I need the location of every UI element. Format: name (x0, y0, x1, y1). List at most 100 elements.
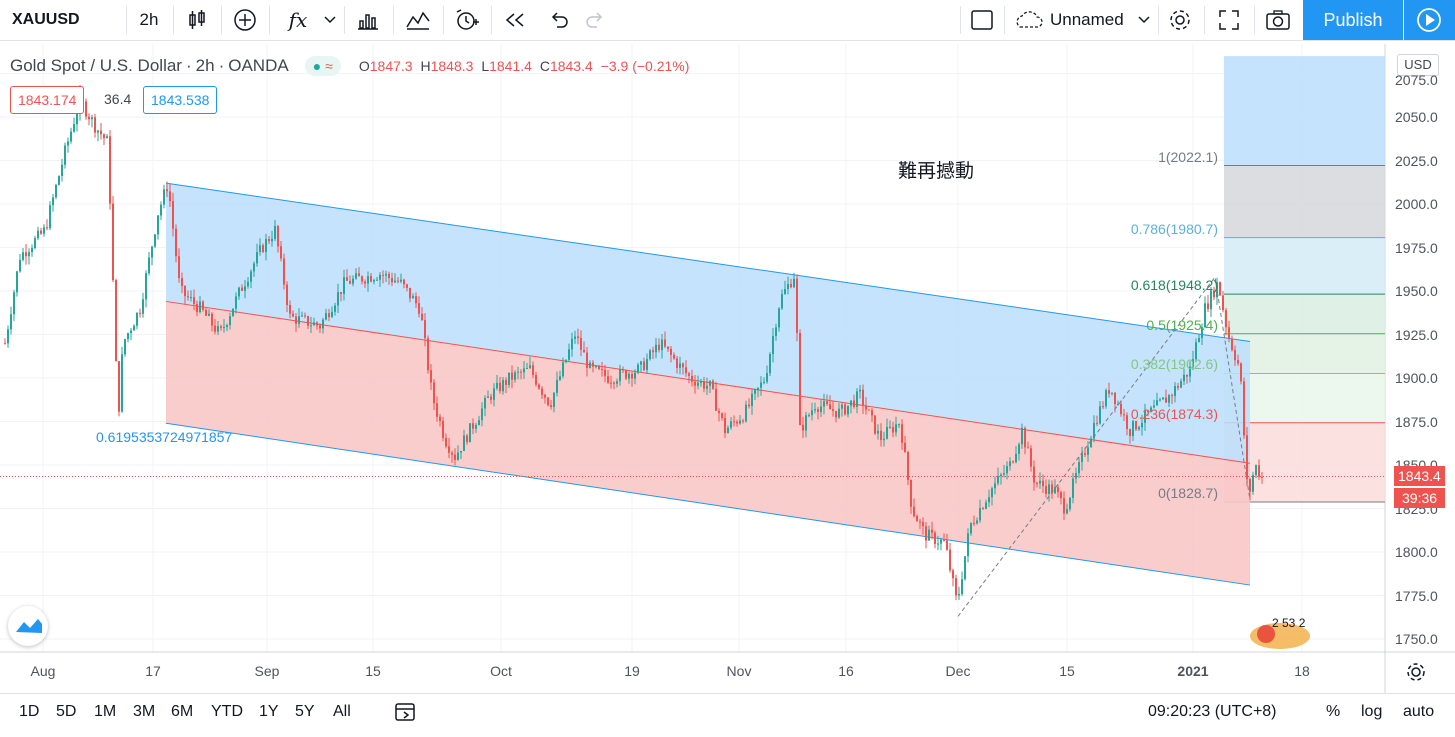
candle-body (358, 273, 360, 277)
channel-mid-line (165, 300, 1251, 464)
candle-body (484, 397, 486, 409)
candle-body (61, 164, 63, 176)
candle-body (727, 427, 729, 434)
candle-body (40, 230, 42, 234)
candle-body (982, 508, 984, 510)
candle-body (793, 278, 795, 288)
candles-style-button[interactable] (178, 0, 216, 40)
candle-body (634, 372, 636, 379)
candle-body (895, 424, 897, 433)
candle-body (919, 521, 921, 523)
price-tick-label: 1900.0 (1395, 370, 1438, 386)
candle-body (193, 297, 195, 304)
candle-body (1180, 381, 1182, 388)
currency-label[interactable]: USD (1397, 54, 1439, 76)
range-button-all[interactable]: All (333, 703, 351, 720)
fullscreen-button[interactable] (1210, 0, 1248, 40)
clock-timezone[interactable]: 09:20:23 (UTC+8) (1148, 703, 1277, 720)
replay-button[interactable] (496, 0, 534, 40)
chart-settings-button[interactable] (1404, 660, 1428, 689)
price-chart[interactable] (0, 44, 1455, 693)
candle-body (1009, 461, 1011, 467)
candle-body (418, 303, 420, 314)
candle-body (961, 579, 963, 595)
range-button-1d[interactable]: 1D (19, 703, 40, 720)
price-tick-label: 1775.0 (1395, 587, 1438, 604)
save-layout-button[interactable]: Unnamed (1012, 0, 1152, 40)
range-button-1m[interactable]: 1M (94, 703, 117, 720)
candle-body (343, 277, 345, 294)
candle-body (334, 305, 336, 312)
candle-body (631, 373, 633, 379)
range-button-5d[interactable]: 5D (56, 703, 77, 720)
candle-body (205, 309, 207, 316)
range-button-ytd[interactable]: YTD (211, 703, 243, 720)
candle-body (91, 117, 93, 120)
range-button-3m[interactable]: 3M (133, 703, 156, 720)
range-button-6m[interactable]: 6M (171, 703, 194, 720)
candle-body (604, 369, 606, 377)
indicators-button[interactable]: fx (278, 0, 318, 40)
redo-button[interactable] (576, 0, 614, 40)
alert-button[interactable] (448, 0, 486, 40)
candle-body (118, 361, 120, 412)
indicators-dropdown[interactable] (318, 0, 342, 40)
goto-date-button[interactable] (394, 694, 418, 730)
chevron-down-icon (1138, 16, 1150, 24)
candle-body (745, 404, 747, 422)
text-annotation[interactable]: 難再撼動 (898, 161, 975, 182)
candle-body (1111, 392, 1113, 394)
candle-body (925, 526, 927, 541)
candle-body (16, 271, 18, 293)
range-button-5y[interactable]: 5Y (295, 703, 315, 720)
candle-body (1126, 415, 1128, 430)
settings-button[interactable] (1162, 0, 1198, 40)
candle-body (586, 352, 588, 368)
candle-body (988, 497, 990, 503)
fx-icon: fx (288, 8, 308, 32)
layout-button[interactable] (966, 0, 998, 40)
candle-body (1192, 359, 1194, 367)
candle-body (478, 420, 480, 426)
candle-body (427, 338, 429, 371)
bottom-toolbar: 1D 5D 1M 3M 6M YTD 1Y 5Y All 09:20:23 (UTC+8) % … (0, 693, 1455, 730)
candle-body (130, 330, 132, 334)
candle-body (1234, 349, 1236, 361)
interval-button[interactable]: 2h (128, 0, 170, 40)
candle-body (805, 415, 807, 431)
candle-body (331, 311, 333, 318)
snapshot-button[interactable] (1258, 0, 1298, 40)
candle-body (25, 252, 27, 257)
candle-body (889, 426, 891, 428)
percent-toggle[interactable]: % (1326, 703, 1341, 720)
range-button-1y[interactable]: 1Y (259, 703, 279, 720)
candle-body (253, 263, 255, 272)
candle-body (202, 301, 204, 310)
candle-body (298, 316, 300, 324)
candle-body (55, 184, 57, 198)
candle-body (439, 416, 441, 421)
tradingview-logo[interactable] (8, 606, 48, 646)
calendar-arrow-icon (395, 703, 415, 721)
candle-body (28, 252, 30, 257)
channel-ratio-label[interactable]: 0.6195353724971857 (96, 429, 233, 445)
legend-interval: 2h (195, 56, 215, 75)
series-legend: Gold Spot / U.S. Dollar · 2h · OANDA ● ≈ … (10, 56, 690, 76)
symbol-search-button[interactable]: XAUUSD (12, 0, 92, 40)
auto-toggle[interactable]: auto (1403, 703, 1435, 720)
market-status-pill[interactable]: ● ≈ (304, 56, 341, 76)
financials-button[interactable] (348, 0, 388, 40)
candle-body (655, 344, 657, 353)
play-ideas-button[interactable] (1404, 0, 1455, 40)
candle-body (1045, 486, 1047, 494)
candle-body (349, 280, 351, 284)
templates-button[interactable] (398, 0, 438, 40)
publish-label: Publish (1323, 9, 1383, 30)
compare-add-button[interactable] (226, 0, 264, 40)
candle-body (670, 348, 672, 355)
undo-button[interactable] (540, 0, 578, 40)
candles-icon (189, 10, 205, 29)
candle-body (373, 280, 375, 282)
log-toggle[interactable]: log (1361, 703, 1383, 720)
publish-button[interactable]: Publish (1303, 0, 1403, 40)
